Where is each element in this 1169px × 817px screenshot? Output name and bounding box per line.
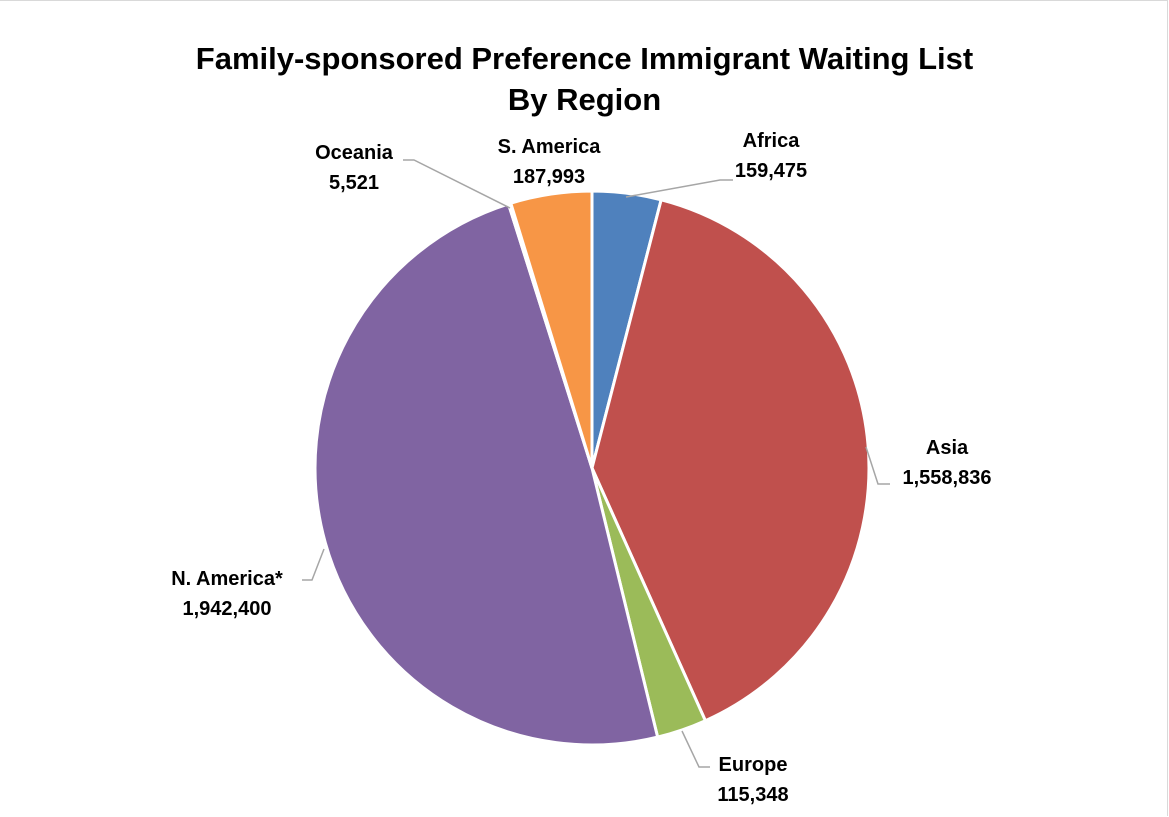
data-label-name-oceania: Oceania xyxy=(315,142,394,164)
leader-line-oceania xyxy=(403,159,511,209)
data-label-value-n-america: 1,942,400 xyxy=(183,598,272,620)
pie-slices xyxy=(313,189,871,747)
data-label-name-s-america: S. America xyxy=(498,136,602,158)
data-label-value-s-america: 187,993 xyxy=(513,166,585,188)
leader-line-asia xyxy=(865,446,890,485)
data-label-value-africa: 159,475 xyxy=(735,160,807,182)
data-label-value-asia: 1,558,836 xyxy=(903,467,992,489)
pie-slice-n-america xyxy=(313,202,660,747)
data-label-name-asia: Asia xyxy=(926,437,969,459)
chart-title-line-1: Family-sponsored Preference Immigrant Wa… xyxy=(195,41,974,76)
leader-lines xyxy=(302,159,890,768)
data-label-name-n-america: N. America* xyxy=(171,568,283,590)
leader-line-n-america xyxy=(302,548,325,581)
data-label-value-oceania: 5,521 xyxy=(329,172,379,194)
leader-line-africa xyxy=(625,179,733,198)
data-label-name-europe: Europe xyxy=(719,754,788,776)
data-label-value-europe: 115,348 xyxy=(717,784,788,806)
data-label-name-africa: Africa xyxy=(743,130,801,152)
pie-slice-s-america xyxy=(509,189,594,470)
chart-title-line-2: By Region xyxy=(507,82,662,117)
data-labels: Africa 159,475 Asia 1,558,836 Europe 115,348 N… xyxy=(171,130,991,806)
chart-title: Family-sponsored Preference Immigrant Wa… xyxy=(0,38,1169,120)
pie-slice-asia xyxy=(590,198,871,723)
leader-line-europe xyxy=(681,730,710,768)
